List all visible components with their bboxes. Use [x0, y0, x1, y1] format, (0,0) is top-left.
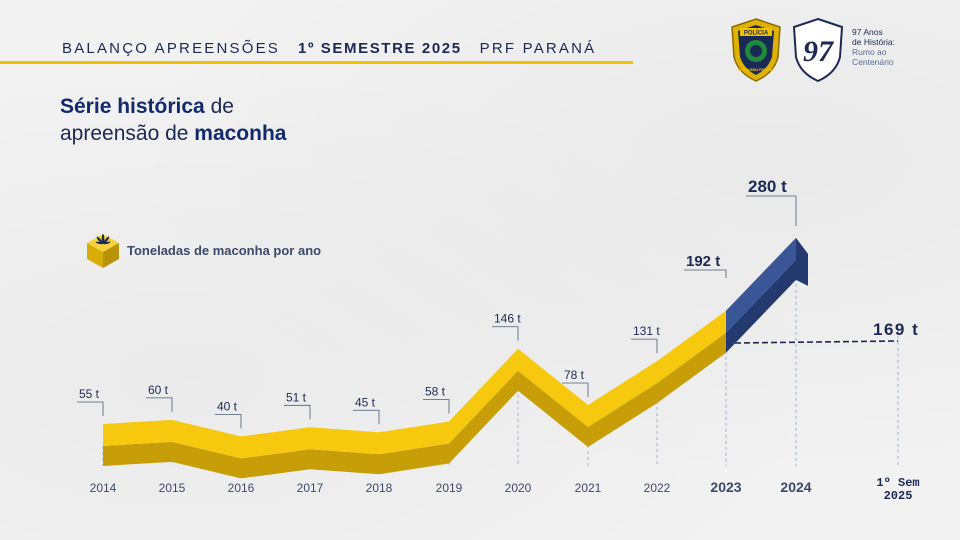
data-label: 192 t	[686, 253, 720, 270]
data-label: 40 t	[217, 399, 238, 413]
x-tick-label: 2024	[780, 479, 811, 495]
data-label-leader	[77, 401, 104, 416]
data-label: 58 t	[425, 385, 446, 399]
ribbon-side	[657, 332, 726, 404]
ribbon-top	[449, 348, 518, 444]
header-left: BALANÇO APREENSÕES	[62, 40, 280, 57]
header: BALANÇO APREENSÕES 1º SEMESTRE 2025 PRF PA…	[62, 40, 596, 57]
data-label-leader	[562, 382, 589, 397]
data-label: 169 t	[873, 320, 919, 339]
x-tick-label: 2022	[644, 481, 671, 495]
anniversary-97-logo: 97	[792, 17, 844, 83]
ribbon-side	[726, 259, 796, 353]
ribbon-top	[518, 348, 588, 427]
x-tick-label: 2020	[505, 481, 532, 495]
x-tick-label: 2017	[297, 481, 324, 495]
data-label: 78 t	[564, 368, 585, 382]
x-tick-label: 2023	[710, 479, 741, 495]
data-label: 131 t	[633, 324, 660, 338]
ribbon-side	[449, 370, 518, 464]
x-tick-label: 2016	[228, 481, 255, 495]
x-tick-label: 2015	[159, 481, 186, 495]
ribbon-side	[310, 449, 379, 475]
x-tick-label: 2019	[436, 481, 463, 495]
ribbon-top	[103, 419, 172, 446]
title-bold-1: Série histórica	[60, 95, 205, 118]
data-label: 55 t	[79, 387, 100, 401]
data-label-leader	[492, 326, 519, 341]
data-label-leader	[423, 399, 450, 414]
partial-year-reference-line	[734, 340, 899, 344]
anniv-line-4: Centenário	[852, 57, 894, 67]
ribbon-top	[726, 237, 796, 333]
ribbon-side	[518, 370, 588, 447]
anniv-number: 97	[803, 35, 834, 68]
data-label-leader	[284, 404, 311, 420]
legend-label: Toneladas de maconha por ano	[127, 242, 322, 258]
ribbon-top	[310, 427, 379, 455]
ribbon-side	[588, 383, 657, 447]
ribbon-top	[588, 361, 657, 427]
x-tick-label: 2025	[884, 489, 913, 503]
ribbon-side	[103, 441, 172, 466]
x-tick-label: 2018	[366, 481, 393, 495]
data-label-leader	[746, 195, 797, 226]
x-tick-label: 2014	[90, 481, 117, 495]
cannabis-leaf-icon	[87, 234, 119, 268]
anniversary-text: 97 Anos de História: Rumo ao Centenário	[852, 27, 895, 67]
data-label: 280 t	[748, 177, 787, 196]
header-underline	[0, 61, 633, 64]
page-title: Série histórica de apreensão de maconha	[60, 93, 286, 147]
ribbon-top	[379, 421, 449, 455]
data-label-leader	[353, 409, 380, 425]
x-tick-label: 2021	[575, 481, 602, 495]
data-label-leader	[215, 414, 242, 429]
ribbon-top	[657, 310, 726, 384]
data-label: 51 t	[286, 390, 307, 404]
anniv-line-2: de História:	[852, 37, 895, 47]
ribbon-side	[379, 443, 449, 475]
title-rest-1: de	[204, 95, 234, 118]
title-rest-2: apreensão de	[60, 122, 195, 145]
ribbon-top	[241, 427, 310, 459]
ribbon-end-cap	[796, 237, 808, 286]
badge-bottom-text: RODOVIÁRIA FEDERAL	[738, 67, 774, 72]
data-label-leader	[146, 397, 173, 412]
badge-top-text: POLÍCIA	[744, 29, 769, 37]
data-label: 146 t	[494, 312, 521, 326]
data-label: 60 t	[148, 383, 169, 397]
anniv-line-3: Rumo ao	[852, 47, 887, 57]
prf-badge-logo: POLÍCIA RODOVIÁRIA FEDERAL	[731, 18, 781, 82]
ribbon-side	[172, 441, 241, 479]
data-label-leader	[684, 269, 727, 278]
header-middle: 1º SEMESTRE 2025	[298, 40, 462, 57]
ribbon-side	[241, 449, 310, 479]
header-right: PRF PARANÁ	[479, 40, 597, 57]
anniv-line-1: 97 Anos	[852, 27, 883, 37]
data-label: 45 t	[355, 395, 376, 409]
data-label-leader	[631, 338, 658, 354]
title-bold-2: maconha	[194, 122, 287, 145]
ribbon-top	[172, 419, 241, 459]
chart-legend: Toneladas de maconha por ano	[85, 230, 321, 270]
x-tick-label: 1º Sem	[876, 476, 919, 490]
